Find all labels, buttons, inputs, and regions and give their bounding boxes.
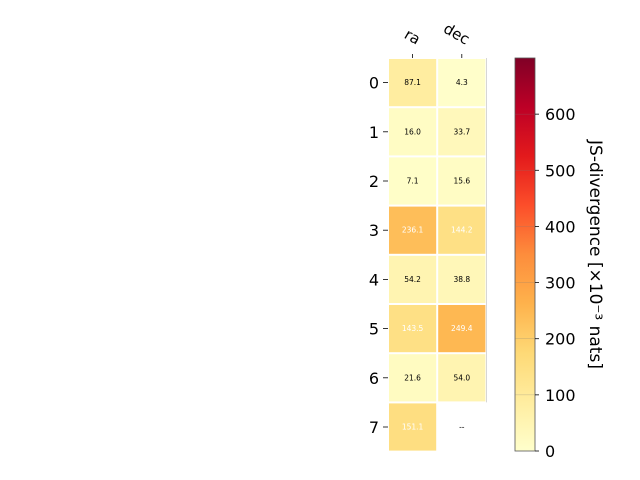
cell-value-label: 54.0 [453, 373, 470, 382]
heatmap-cell [389, 305, 437, 353]
heatmap-cell [438, 354, 486, 402]
colorbar-tick-label: 400 [545, 217, 576, 236]
heatmap-cell [389, 206, 437, 254]
colorbar-label: JS-divergence [×10⁻³ nats] [585, 139, 605, 369]
colorbar-tick-label: 300 [545, 274, 576, 293]
cell-value-label: 21.6 [404, 373, 421, 382]
colorbar-gradient [514, 57, 536, 452]
cell-value-label: 4.3 [456, 78, 468, 87]
heatmap-cell [438, 108, 486, 156]
cell-value-label: 16.0 [404, 127, 421, 136]
heatmap-cell [389, 157, 437, 205]
row-label: 3 [369, 221, 379, 240]
cell-value-label: 15.6 [453, 177, 470, 186]
heatmap-cell [438, 59, 486, 107]
row-label: 5 [369, 320, 379, 339]
row-label: 0 [369, 74, 379, 93]
cell-value-label: 54.2 [404, 275, 421, 284]
heatmap-cell [389, 354, 437, 402]
heatmap-cell [438, 255, 486, 303]
row-label: 7 [369, 418, 379, 437]
cell-value-label: 143.5 [402, 324, 424, 333]
cell-value-label: 249.4 [451, 324, 473, 333]
heatmap-cell [389, 108, 437, 156]
heatmap-cell [389, 403, 437, 451]
cell-value-label: 236.1 [402, 226, 424, 235]
cell-value-label: 33.7 [453, 127, 470, 136]
row-label: 4 [369, 270, 379, 289]
cell-value-label: 38.8 [453, 275, 470, 284]
heatmap-cell [438, 305, 486, 353]
cell-value-label: 87.1 [404, 78, 421, 87]
heatmap-cell [389, 255, 437, 303]
colorbar: 0 100 200 300 400 500 600 JS-divergence [×10⁻³ … [514, 57, 605, 461]
colorbar-tick-label: 600 [545, 105, 576, 124]
colorbar-tick-label: 200 [545, 330, 576, 349]
colorbar-tick-label: 500 [545, 161, 576, 180]
colorbar-tick-label: 0 [545, 442, 555, 461]
heatmap-plot: 87.1 4.3 16.0 33.7 7.1 15.6 236.1 144.2 54.2 38.8… [369, 19, 487, 451]
column-label: ra [401, 25, 423, 48]
heatmap-cell [438, 206, 486, 254]
colorbar-tick-label: 100 [545, 386, 576, 405]
cell-value-label: 144.2 [451, 226, 473, 235]
row-label: 1 [369, 123, 379, 142]
cell-value-label: -- [459, 423, 465, 432]
column-label: dec [440, 19, 472, 48]
cell-value-label: 151.1 [402, 423, 424, 432]
heatmap-cell [389, 59, 437, 107]
cell-value-label: 7.1 [407, 177, 419, 186]
row-label: 2 [369, 172, 379, 191]
heatmap-cell [438, 157, 486, 205]
row-label: 6 [369, 369, 379, 388]
